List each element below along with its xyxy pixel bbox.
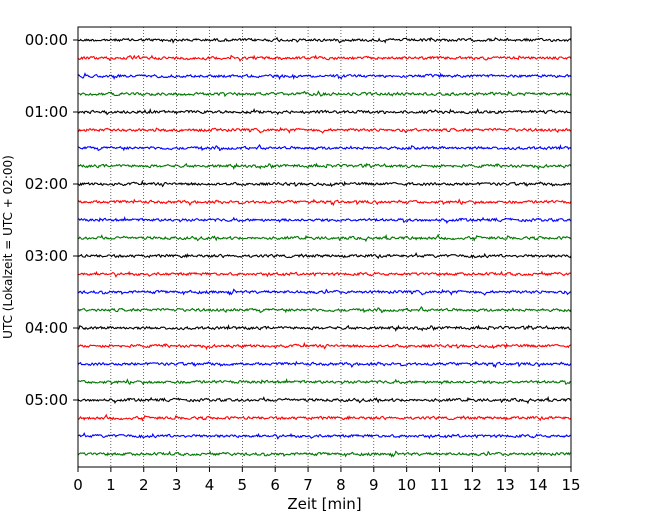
- x-tick-label: 14: [529, 476, 548, 494]
- trace-row-0315: [77, 270, 572, 278]
- x-tick-label: 4: [205, 476, 215, 494]
- x-tick-label: 15: [561, 476, 580, 494]
- trace-row-0030: [77, 72, 572, 81]
- trace-row-0200: [77, 179, 572, 188]
- trace-row-0430: [77, 360, 572, 369]
- trace-row-0130: [77, 143, 572, 152]
- x-tick-label: 0: [73, 476, 83, 494]
- trace-row-0500: [77, 395, 572, 405]
- y-tick-label: 00:00: [25, 31, 68, 49]
- trace-row-0515: [77, 413, 572, 422]
- trace-row-0115: [77, 126, 572, 134]
- y-tick-label: 02:00: [25, 175, 68, 193]
- trace-row-0345: [77, 306, 572, 314]
- x-tick-label: 8: [336, 476, 346, 494]
- trace-row-0145: [77, 162, 572, 171]
- trace-row-0015: [77, 54, 572, 62]
- x-tick-label: 12: [463, 476, 482, 494]
- trace-row-0000: [77, 36, 572, 44]
- x-tick-label: 6: [270, 476, 280, 494]
- trace-row-0545: [77, 450, 572, 458]
- y-tick-label: 01:00: [25, 103, 68, 121]
- trace-group: [77, 36, 572, 458]
- x-tick-label: 11: [430, 476, 449, 494]
- x-axis-label: Zeit [min]: [287, 495, 361, 513]
- x-tick-label: 2: [139, 476, 149, 494]
- trace-row-0245: [77, 233, 572, 243]
- trace-row-0400: [77, 323, 572, 332]
- x-axis-ticks: 0 1 2 3 4 5 6 7 8 9 10 11 12 13 14 15: [73, 467, 581, 494]
- trace-row-0330: [77, 288, 572, 296]
- y-tick-label: 03:00: [25, 247, 68, 265]
- trace-row-0415: [77, 341, 572, 351]
- grid-lines: [110, 27, 539, 467]
- trace-row-0045: [77, 90, 572, 98]
- trace-row-0215: [77, 198, 572, 207]
- trace-row-0530: [77, 432, 572, 440]
- x-tick-label: 3: [172, 476, 182, 494]
- x-tick-label: 9: [369, 476, 379, 494]
- x-tick-label: 5: [238, 476, 248, 494]
- plot-frame: [77, 26, 572, 468]
- x-tick-label: 1: [106, 476, 116, 494]
- trace-row-0100: [77, 107, 572, 116]
- y-tick-label: 04:00: [25, 319, 68, 337]
- trace-row-0230: [78, 215, 572, 224]
- y-axis-label: UTC (Lokalzeit = UTC + 02:00): [1, 155, 15, 339]
- trace-row-0445: [77, 377, 572, 386]
- x-tick-label: 7: [303, 476, 313, 494]
- x-tick-label: 10: [397, 476, 416, 494]
- x-tick-label: 13: [496, 476, 515, 494]
- trace-row-0300: [77, 252, 572, 260]
- y-tick-label: 05:00: [25, 391, 68, 409]
- y-axis-ticks: 00:00 01:00 02:00 03:00 04:00 05:00: [25, 31, 78, 409]
